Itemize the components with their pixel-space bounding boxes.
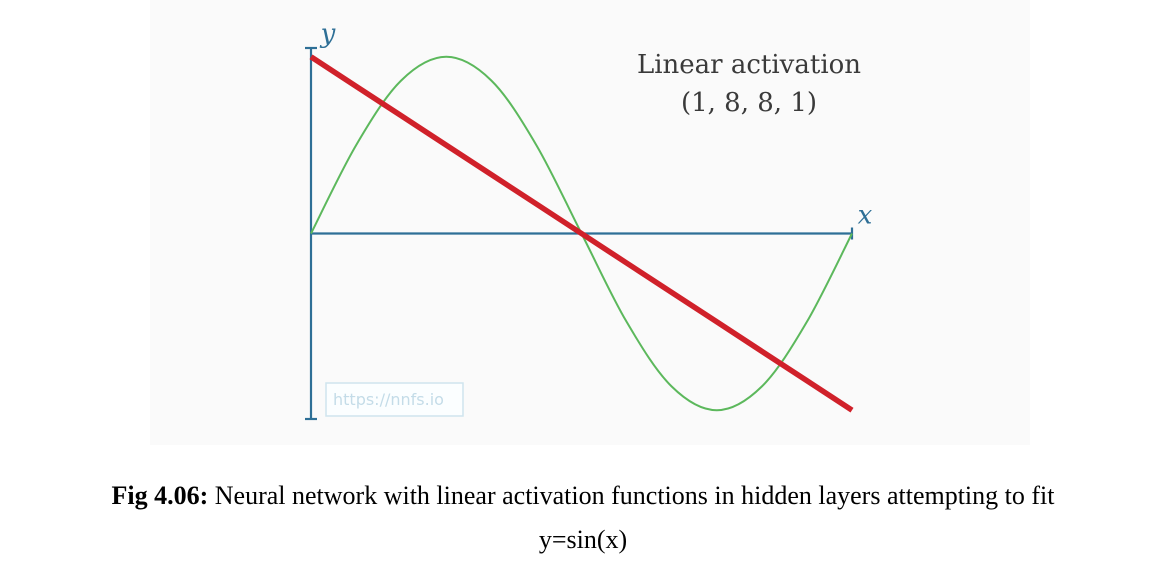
- annotation-line-2: (1, 8, 8, 1): [681, 88, 817, 118]
- plot-area: y x https://nnfs.io Linear activation (1…: [305, 19, 873, 421]
- caption-line-1: Fig 4.06: Neural network with linear act…: [0, 474, 1166, 518]
- series-line-linear-fit: [309, 54, 854, 413]
- figure-caption: Fig 4.06: Neural network with linear act…: [0, 474, 1166, 562]
- plot-panel: [150, 0, 1030, 445]
- caption-text: Neural network with linear activation fu…: [208, 481, 1055, 510]
- caption-formula: y=sin(x): [538, 525, 628, 554]
- x-axis-label: x: [858, 201, 873, 231]
- caption-label: Fig 4.06:: [111, 481, 209, 510]
- annotation-line-1: Linear activation: [637, 50, 861, 80]
- watermark: https://nnfs.io: [333, 390, 444, 409]
- y-axis-label: y: [320, 19, 336, 49]
- watermark-box: [325, 382, 464, 417]
